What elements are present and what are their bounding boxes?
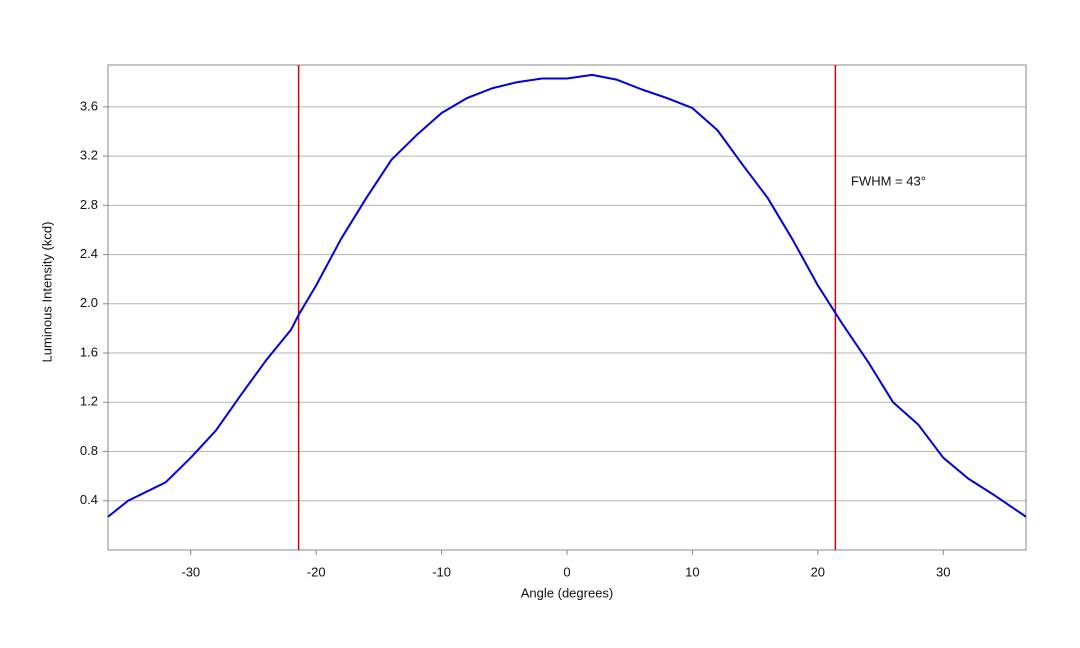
x-tick-label: -20 [307,564,326,579]
y-tick-label: 2.4 [80,246,98,261]
data-line [107,73,1027,518]
x-tick-label: -10 [432,564,451,579]
y-tick-label: 2.8 [80,197,98,212]
x-tick-label: 0 [563,564,570,579]
annotation: FWHM = 43° [851,173,926,188]
x-axis-label: Angle (degrees) [521,585,614,600]
x-tick-label: -30 [181,564,200,579]
y-tick-label: 2.0 [80,295,98,310]
y-tick-label: 0.8 [80,443,98,458]
y-tick-label: 0.4 [80,492,98,507]
y-tick-label: 3.2 [80,148,98,163]
y-tick-label: 1.2 [80,394,98,409]
x-tick-label: 30 [936,564,950,579]
y-axis-label: Luminous Intensity (kcd) [39,222,54,363]
x-tick-label: 20 [811,564,825,579]
y-tick-label: 1.6 [80,344,98,359]
y-tick-label: 3.6 [80,98,98,113]
x-tick-label: 10 [685,564,699,579]
plot-frame [107,64,1027,551]
